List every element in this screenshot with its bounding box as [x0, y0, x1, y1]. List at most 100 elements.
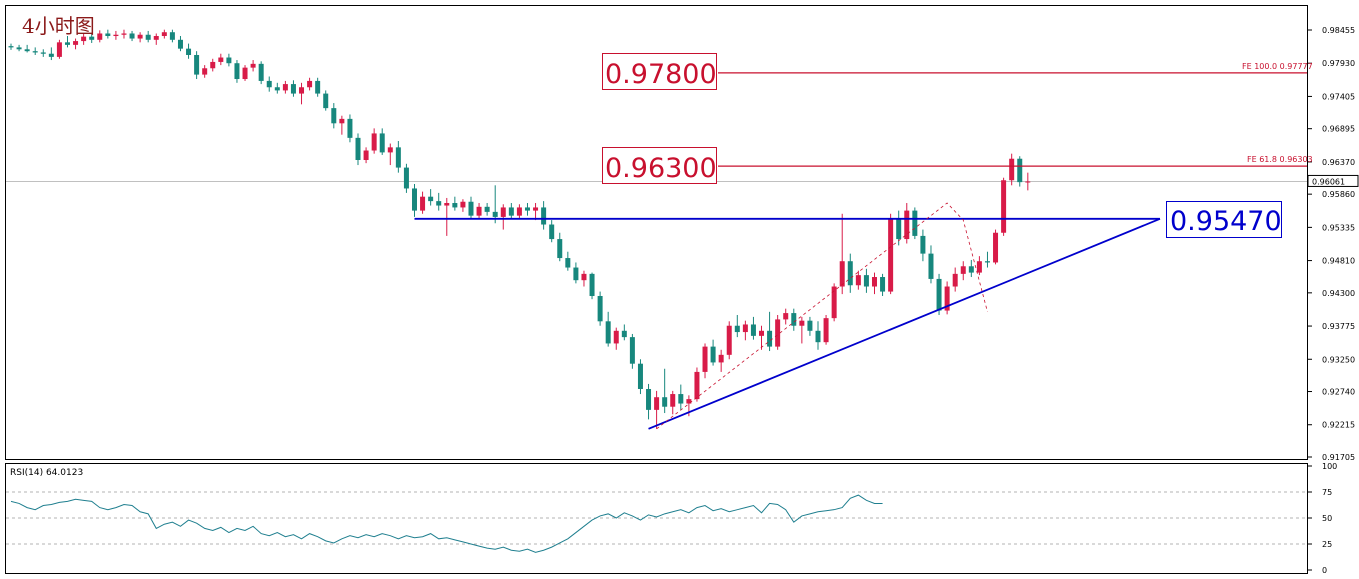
candle — [379, 128, 385, 155]
candle — [791, 308, 797, 331]
candle-body — [912, 210, 918, 236]
candle-body — [815, 330, 821, 343]
candle — [420, 191, 426, 214]
candle-body — [1001, 180, 1007, 233]
candle — [855, 270, 861, 290]
candle-body — [557, 239, 563, 259]
candle-body — [1017, 158, 1023, 183]
candle — [484, 203, 490, 216]
candle-body — [460, 201, 466, 208]
candle-body — [799, 320, 805, 326]
candle-body — [331, 108, 337, 124]
candles-group — [8, 29, 1031, 429]
candle-body — [129, 33, 135, 39]
candle-body — [863, 275, 869, 287]
candle — [24, 44, 30, 53]
candle — [234, 60, 240, 83]
candle-body — [16, 47, 22, 50]
candle — [960, 261, 966, 281]
candle-body — [524, 207, 530, 211]
candle-body — [226, 57, 232, 64]
candle-body — [492, 211, 498, 217]
candle-body — [250, 63, 256, 68]
price-tick-label: 0.96895 — [1322, 125, 1355, 134]
candle — [161, 29, 167, 39]
candle — [468, 196, 474, 219]
candle — [831, 283, 837, 322]
level-label-97800: 0.97800 — [602, 53, 717, 90]
candle — [605, 311, 611, 347]
candle-body — [750, 324, 756, 336]
candle — [194, 51, 200, 80]
candle-body — [169, 32, 175, 40]
candle-body — [177, 39, 183, 49]
candle-body — [137, 34, 143, 39]
candle — [56, 39, 62, 59]
candle-body — [880, 277, 886, 292]
candle-body — [839, 261, 845, 287]
candle — [16, 44, 22, 52]
candle-body — [702, 346, 708, 372]
candle-body — [823, 318, 829, 343]
candle-body — [952, 273, 958, 287]
candle — [403, 163, 409, 193]
candle — [323, 90, 329, 111]
candle — [984, 251, 990, 268]
candle-body — [81, 36, 87, 42]
candle — [48, 47, 54, 61]
candle-body — [888, 218, 894, 292]
candle — [97, 30, 103, 43]
candle-body — [960, 266, 966, 274]
candle — [646, 383, 652, 420]
level-label-96300-text: 0.96300 — [605, 153, 717, 184]
candle-body — [662, 397, 668, 407]
candle-body — [32, 51, 38, 53]
price-tick-label: 0.95335 — [1322, 223, 1355, 232]
candle-body — [202, 68, 208, 75]
candle-body — [282, 84, 288, 91]
candle-body — [323, 93, 329, 109]
candle-body — [581, 273, 587, 281]
candle-body — [936, 278, 942, 311]
candle — [775, 314, 781, 350]
candle — [783, 308, 789, 325]
candle-body — [984, 261, 990, 263]
candle — [226, 53, 232, 67]
candle-body — [8, 46, 14, 48]
candle — [274, 82, 280, 94]
current-price-badge: 0.96061 — [1307, 174, 1359, 187]
candle — [904, 203, 910, 244]
candle-body — [403, 167, 409, 189]
candle — [500, 204, 506, 230]
candle — [32, 47, 38, 55]
candle-body — [161, 32, 167, 37]
candle — [742, 320, 748, 341]
candle-body — [904, 210, 910, 240]
level-label-95470: 0.95470 — [1166, 201, 1282, 238]
candle — [387, 143, 393, 166]
candle-body — [242, 67, 248, 80]
candle — [8, 43, 14, 50]
candle-body — [549, 224, 555, 240]
price-tick-label: 0.97405 — [1322, 92, 1355, 101]
candle — [710, 339, 716, 366]
candle — [952, 267, 958, 292]
candle — [936, 273, 942, 315]
candle — [355, 133, 361, 166]
candle-body — [993, 232, 999, 263]
candle-body — [145, 34, 151, 40]
candle — [968, 259, 974, 278]
candle — [508, 203, 514, 219]
candle-body — [234, 63, 240, 80]
candle — [73, 38, 79, 50]
candle-body — [484, 206, 490, 212]
rsi-tick-label: 75 — [1322, 488, 1332, 497]
candle — [412, 184, 417, 217]
candle-body — [589, 273, 595, 297]
candle — [436, 192, 442, 211]
candle — [613, 327, 619, 350]
price-tick-label: 0.91705 — [1322, 453, 1355, 462]
candle — [210, 58, 216, 72]
candle-body — [315, 80, 321, 94]
candle — [218, 53, 224, 66]
